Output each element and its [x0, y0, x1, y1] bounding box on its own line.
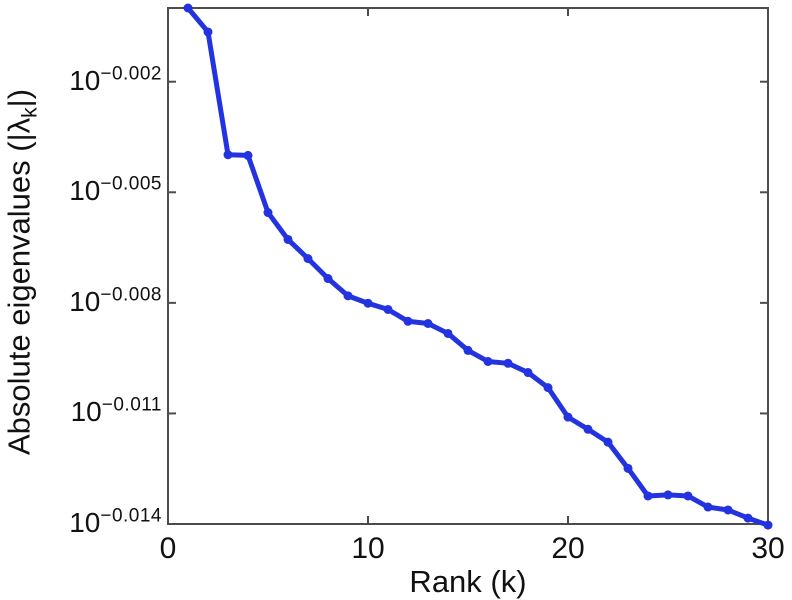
data-point-marker	[703, 502, 713, 512]
data-point-marker	[723, 505, 733, 515]
y-axis-label-subscript: k	[18, 107, 42, 118]
data-point-marker	[223, 150, 233, 160]
x-tick-label: 0	[159, 532, 177, 565]
y-tick-label: 10−0.011	[70, 395, 162, 428]
y-axis-label-prefix: Absolute eigenvalues (|λ	[1, 117, 37, 456]
x-tick-label: 20	[551, 532, 585, 565]
data-point-marker	[403, 316, 413, 326]
data-point-marker	[243, 150, 253, 160]
data-point-marker	[563, 412, 573, 422]
y-tick-label: 10−0.002	[69, 63, 162, 96]
data-point-marker	[743, 513, 753, 523]
data-point-marker	[303, 254, 313, 264]
data-point-marker	[183, 3, 193, 13]
data-point-marker	[683, 491, 693, 501]
x-tick-label: 30	[751, 532, 785, 565]
data-point-marker	[463, 345, 473, 355]
data-point-marker	[383, 304, 393, 314]
y-tick-label: 10−0.014	[69, 505, 162, 539]
data-point-marker	[763, 520, 773, 530]
x-tick-label: 10	[351, 532, 385, 565]
data-point-marker	[523, 368, 533, 378]
axes-frame	[167, 7, 769, 525]
data-point-marker	[343, 291, 353, 301]
y-tick-label: 10−0.008	[69, 284, 162, 317]
data-point-marker	[603, 437, 613, 447]
data-point-marker	[443, 328, 453, 338]
data-point-marker	[483, 356, 493, 366]
data-point-marker	[643, 491, 653, 501]
data-point-marker	[263, 208, 273, 218]
data-point-marker	[203, 27, 213, 37]
y-tick-label: 10−0.005	[69, 173, 162, 207]
data-point-marker	[543, 383, 553, 393]
data-point-marker	[363, 298, 373, 308]
data-point-marker	[583, 424, 593, 434]
data-point-marker	[503, 358, 513, 368]
y-axis-label-suffix: |)	[1, 88, 37, 108]
y-axis-label: Absolute eigenvalues (|λk|)	[1, 88, 42, 456]
eigenvalue-series-line	[185, 5, 771, 528]
data-point-marker	[323, 274, 333, 284]
data-point-marker	[283, 234, 293, 244]
data-point-marker	[623, 463, 633, 473]
x-axis-label: Rank (k)	[409, 564, 527, 599]
data-point-marker	[663, 490, 673, 500]
data-point-marker	[423, 318, 433, 328]
